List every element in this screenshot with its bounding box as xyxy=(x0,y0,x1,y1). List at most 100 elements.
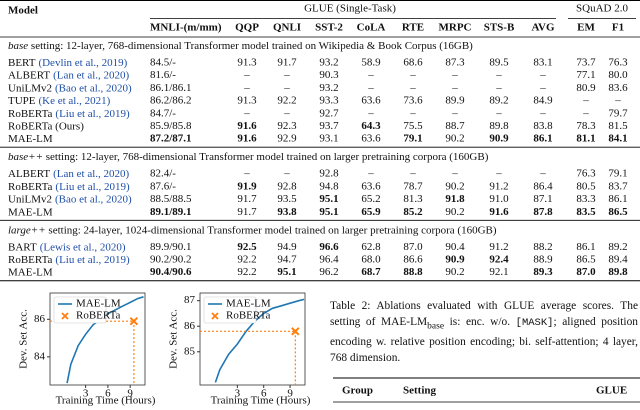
y-tick-label: 84 xyxy=(34,350,46,362)
table-cell: 81.6/- xyxy=(150,69,176,81)
column-header: RTE xyxy=(402,22,424,34)
table-cell: 86.4 xyxy=(533,180,553,192)
citation: (Devlin et al., 2019) xyxy=(38,57,127,69)
table-cell: 89.9/90.1 xyxy=(150,241,192,253)
point-marker xyxy=(291,327,300,336)
model: RoBERTa (Ours) xyxy=(8,120,84,132)
column-header: AVG xyxy=(531,22,554,34)
legend-label: RoBERTa xyxy=(226,310,271,322)
table-cell: – xyxy=(283,168,290,180)
table-cell: 62.8 xyxy=(361,241,381,253)
legend-marker xyxy=(211,312,219,320)
x-tick-label: 9 xyxy=(127,388,133,400)
model-name: UniLMv2 (Bao et al., 2020) xyxy=(8,82,132,94)
y-axis-label: Dev. Set Acc. xyxy=(18,309,30,369)
table-cell: 73.7 xyxy=(576,57,596,69)
table-cell: 68.0 xyxy=(361,254,381,266)
table-cell: – xyxy=(451,168,458,180)
table-cell: – xyxy=(495,82,502,94)
table-cell: – xyxy=(409,107,416,119)
caption-text: Table 2: Ablations evaluated with GLUE a… xyxy=(330,300,638,328)
table-cell: 73.6 xyxy=(403,95,423,107)
table-cell: 86.6 xyxy=(403,254,423,266)
table-cell: 93.2 xyxy=(319,82,338,94)
table-cell: 86.5 xyxy=(576,254,596,266)
table-cell: – xyxy=(451,69,458,81)
table-cell: – xyxy=(367,69,374,81)
table-cell: 89.4 xyxy=(608,254,628,266)
model-name: TUPE (Ke et al., 2021) xyxy=(8,95,111,107)
table-cell: 87.1 xyxy=(533,193,552,205)
table-cell: 83.3 xyxy=(576,193,596,205)
model-name: ALBERT (Lan et al., 2020) xyxy=(8,168,130,180)
table-cell: 90.2 xyxy=(445,180,464,192)
table-cell: 89.2 xyxy=(489,95,508,107)
table-cell: – xyxy=(409,82,416,94)
table-cell: 90.2/90.2 xyxy=(150,254,192,266)
table-cell: 92.5 xyxy=(237,241,257,253)
table-cell: 88.5/88.5 xyxy=(150,193,192,205)
column-header: CoLA xyxy=(357,22,386,34)
table-cell: 95.1 xyxy=(319,206,338,218)
table-cell: 79.1 xyxy=(403,133,422,145)
table-cell: 90.4 xyxy=(445,241,465,253)
table-cell: 81.1 xyxy=(576,133,595,145)
table-cell: – xyxy=(451,107,458,119)
table-cell: 89.8 xyxy=(608,266,628,278)
table-cell: 94.9 xyxy=(277,241,297,253)
table-cell: 78.7 xyxy=(403,180,423,192)
table-cell: 91.0 xyxy=(489,193,509,205)
table-cell: – xyxy=(243,82,250,94)
table-cell: 91.7 xyxy=(277,57,297,69)
citation: (Lan et al., 2020) xyxy=(53,168,129,180)
table-cell: 94.7 xyxy=(277,254,297,266)
table-cell: – xyxy=(539,82,546,94)
table-cell: 86.1 xyxy=(608,193,627,205)
table-cell: 63.6 xyxy=(361,180,381,192)
table-cell: 94.8 xyxy=(319,180,339,192)
setting-name: base xyxy=(8,40,28,52)
table-cell: 88.8 xyxy=(403,266,423,278)
table-cell: 88.2 xyxy=(533,241,552,253)
table-cell: 91.3 xyxy=(237,57,257,69)
model: UniLMv2 xyxy=(8,82,52,94)
table-cell: 90.2 xyxy=(445,133,464,145)
table-cell: 95.1 xyxy=(319,193,338,205)
setting-name: base++ xyxy=(8,151,43,163)
model-name: MAE-LM xyxy=(8,133,53,145)
table-cell: 78.3 xyxy=(576,120,596,132)
table-cell: 84.1 xyxy=(608,133,627,145)
table-cell: 87.8 xyxy=(533,206,553,218)
table-cell: 90.3 xyxy=(319,69,339,81)
column-header: MRPC xyxy=(439,22,472,34)
table-cell: 86.1/86.1 xyxy=(150,82,192,94)
citation: (Bao et al., 2020) xyxy=(55,82,132,94)
table-cell: 92.7 xyxy=(319,107,339,119)
table-cell: 83.1 xyxy=(533,57,552,69)
column-header: SST-2 xyxy=(315,22,343,34)
table-cell: 58.9 xyxy=(361,57,381,69)
header-model: Model xyxy=(8,5,38,17)
table-cell: 79.7 xyxy=(608,107,628,119)
table-cell: 93.3 xyxy=(319,95,339,107)
table-cell: 65.2 xyxy=(361,193,380,205)
table-cell: 93.1 xyxy=(319,133,338,145)
table-cell: 89.5 xyxy=(489,57,509,69)
section-header: base setting: 12-layer, 768-dimensional … xyxy=(8,40,473,52)
table-cell: 83.6 xyxy=(608,82,628,94)
table-cell: 87.0 xyxy=(403,241,423,253)
table-cell: 90.2 xyxy=(445,206,464,218)
section-header: base++ setting: 12-layer, 768-dimensiona… xyxy=(8,151,489,163)
table-cell: 89.3 xyxy=(533,266,553,278)
table-cell: 92.8 xyxy=(319,168,339,180)
setting-name: large++ xyxy=(8,224,46,236)
table-cell: 93.8 xyxy=(277,206,297,218)
table-cell: 90.9 xyxy=(489,133,509,145)
table-cell: – xyxy=(539,69,546,81)
model-name: RoBERTa (Liu et al., 2019) xyxy=(8,107,130,119)
table-cell: 77.1 xyxy=(576,69,595,81)
model-name: RoBERTa (Ours) xyxy=(8,120,84,132)
table-cell: 93.7 xyxy=(319,120,339,132)
citation: (Ke et al., 2021) xyxy=(39,95,111,107)
